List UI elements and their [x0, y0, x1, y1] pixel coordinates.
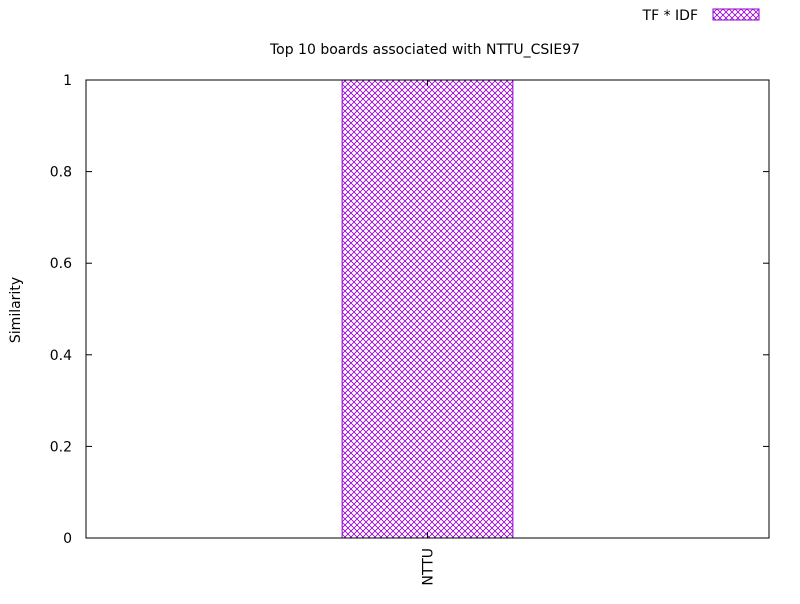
chart-title: Top 10 boards associated with NTTU_CSIE9…	[269, 42, 580, 58]
y-axis: 0 0.2 0.4 0.6 0.8 1	[50, 73, 769, 547]
y-axis-label: Similarity	[8, 277, 24, 343]
x-axis: NTTU	[421, 80, 437, 586]
y-tick-label: 0	[63, 531, 72, 547]
y-tick-label: 1	[63, 73, 72, 89]
y-tick-label: 0.2	[50, 439, 72, 455]
bars-group	[341, 79, 514, 539]
legend: TF * IDF	[642, 8, 760, 24]
y-tick-label: 0.4	[50, 348, 72, 364]
legend-label: TF * IDF	[642, 8, 698, 24]
bar	[341, 79, 514, 539]
x-tick-label: NTTU	[421, 548, 437, 586]
y-tick-label: 0.8	[50, 165, 72, 181]
y-tick-label: 0.6	[50, 256, 72, 272]
legend-swatch	[712, 8, 760, 21]
